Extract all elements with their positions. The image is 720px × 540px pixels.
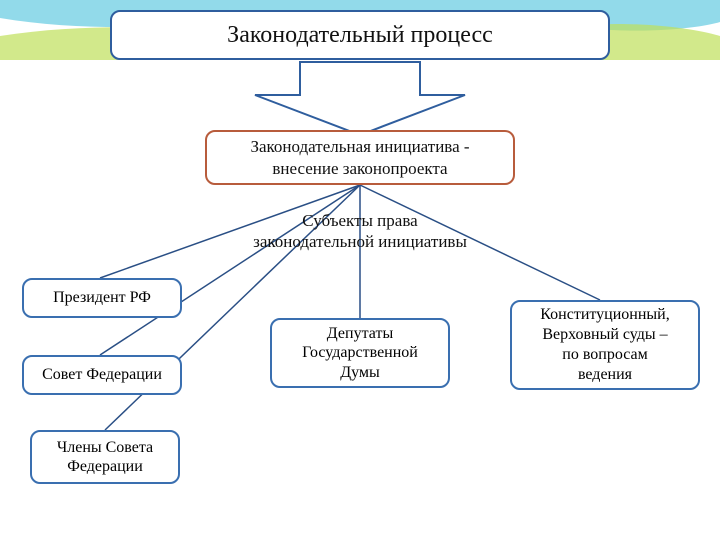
node-msf-line1: Члены Совета bbox=[57, 438, 153, 457]
mid-label: Субъекты права законодательной инициатив… bbox=[220, 210, 500, 253]
node-courts-line4: ведения bbox=[540, 365, 669, 385]
subtitle-box: Законодательная инициатива - внесение за… bbox=[205, 130, 515, 185]
node-courts-line2: Верховный суды – bbox=[540, 325, 669, 345]
node-courts: Конституционный, Верховный суды – по воп… bbox=[510, 300, 700, 390]
node-dep-line2: Государственной bbox=[302, 343, 418, 362]
node-federation-council: Совет Федерации bbox=[22, 355, 182, 395]
subtitle-line1: Законодательная инициатива - bbox=[250, 136, 469, 157]
title-box: Законодательный процесс bbox=[110, 10, 610, 60]
mid-label-line2: законодательной инициативы bbox=[220, 231, 500, 252]
mid-label-line1: Субъекты права bbox=[220, 210, 500, 231]
node-msf-line2: Федерации bbox=[57, 457, 153, 476]
title-text: Законодательный процесс bbox=[227, 22, 493, 49]
node-members-federation-council: Члены Совета Федерации bbox=[30, 430, 180, 484]
node-president: Президент РФ bbox=[22, 278, 182, 318]
node-courts-line1: Конституционный, bbox=[540, 305, 669, 325]
node-courts-line3: по вопросам bbox=[540, 345, 669, 365]
node-dep-line3: Думы bbox=[302, 363, 418, 382]
subtitle-line2: внесение законопроекта bbox=[250, 158, 469, 179]
node-deputies: Депутаты Государственной Думы bbox=[270, 318, 450, 388]
node-president-text: Президент РФ bbox=[53, 289, 151, 307]
node-dep-line1: Депутаты bbox=[302, 324, 418, 343]
node-sf-text: Совет Федерации bbox=[42, 366, 162, 384]
